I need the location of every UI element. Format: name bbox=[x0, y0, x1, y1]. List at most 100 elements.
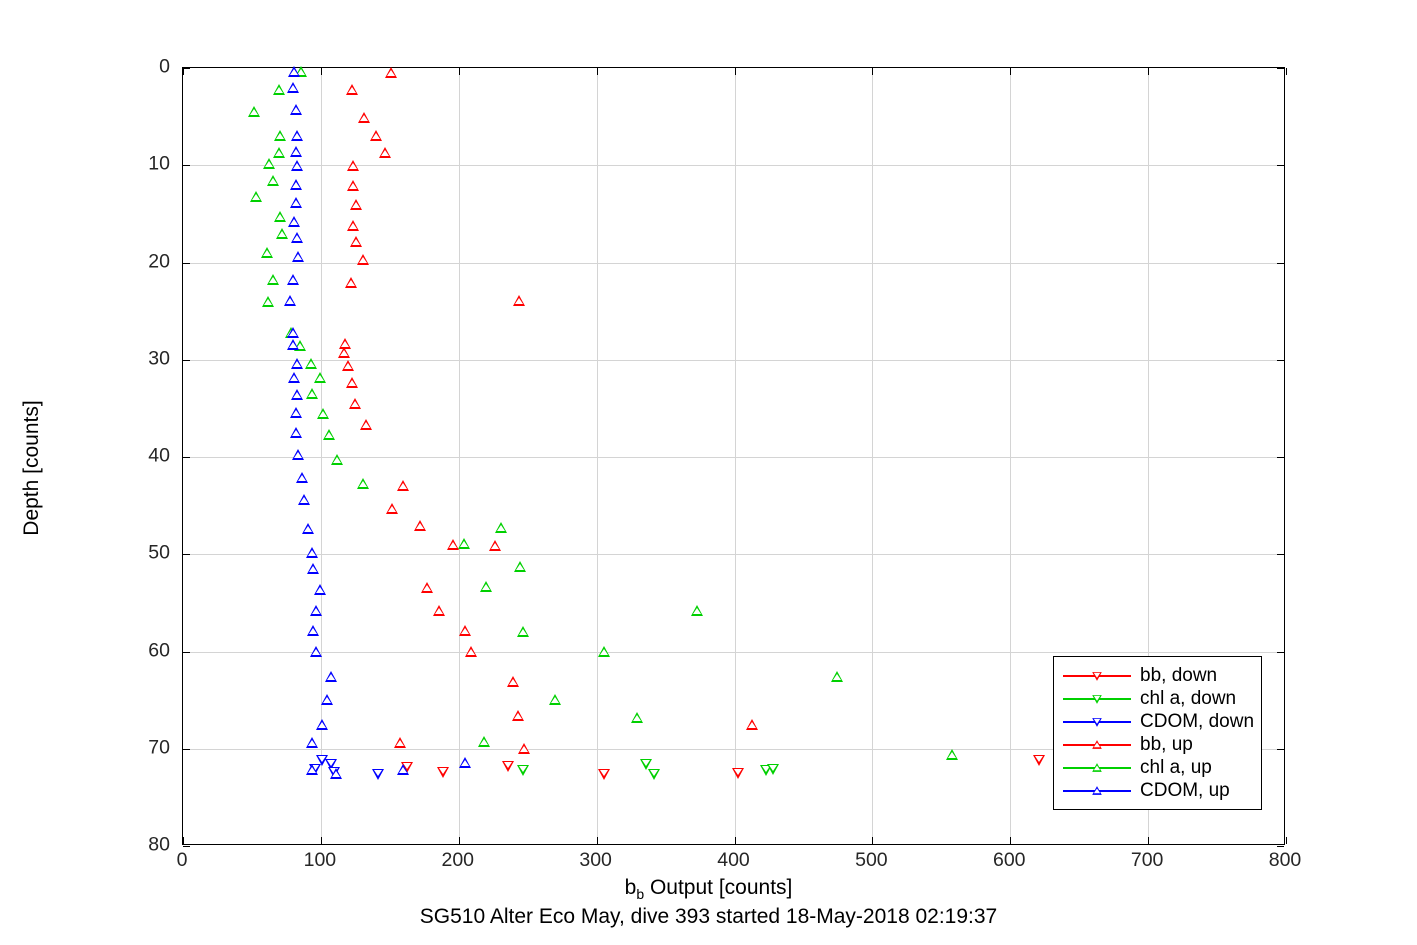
data-point-marker bbox=[512, 295, 525, 307]
data-point-marker bbox=[310, 604, 323, 616]
data-point-marker bbox=[357, 478, 370, 490]
gridline-horizontal bbox=[183, 554, 1284, 556]
data-point-marker bbox=[347, 160, 360, 172]
data-point-marker bbox=[648, 769, 661, 781]
tick-mark-y bbox=[1277, 68, 1284, 69]
data-point-marker bbox=[290, 357, 303, 369]
data-point-marker bbox=[286, 274, 299, 285]
legend-symbol bbox=[1061, 758, 1133, 778]
data-point-marker bbox=[267, 274, 280, 285]
x-axis-title-subscript: b bbox=[636, 886, 645, 903]
data-point-marker bbox=[494, 521, 507, 533]
data-point-marker bbox=[420, 582, 433, 594]
data-point-marker bbox=[317, 408, 330, 420]
gridline-vertical bbox=[320, 68, 322, 844]
gridline-horizontal bbox=[183, 165, 1284, 167]
tick-mark-x bbox=[320, 837, 322, 844]
legend-label: bb, up bbox=[1140, 733, 1193, 755]
data-point-marker bbox=[306, 764, 319, 776]
tick-mark-y bbox=[183, 748, 190, 750]
data-point-marker bbox=[275, 228, 288, 240]
data-point-marker bbox=[459, 757, 472, 769]
tick-mark-x bbox=[872, 837, 874, 844]
data-point-marker bbox=[261, 296, 274, 308]
gridline-horizontal bbox=[183, 457, 1284, 458]
legend-item-1[interactable]: chl a, down bbox=[1054, 687, 1261, 710]
data-point-marker bbox=[273, 146, 285, 158]
data-point-marker bbox=[346, 377, 359, 389]
data-point-marker bbox=[631, 711, 644, 723]
data-point-marker bbox=[639, 759, 652, 771]
y-axis-title: Depth [counts] bbox=[20, 400, 43, 536]
x-axis-title-rest: Output [counts] bbox=[644, 876, 793, 899]
x-axis-title: bb Output [counts] bbox=[0, 876, 1417, 902]
data-point-marker bbox=[321, 694, 334, 706]
tick-mark-y bbox=[1277, 359, 1284, 361]
data-point-marker bbox=[248, 105, 261, 117]
data-point-marker bbox=[292, 449, 305, 461]
data-point-marker bbox=[304, 357, 317, 369]
gridline-vertical bbox=[872, 68, 874, 844]
data-point-marker bbox=[339, 338, 352, 350]
data-point-marker bbox=[745, 719, 758, 731]
data-point-marker bbox=[346, 84, 359, 96]
tick-mark-y bbox=[1277, 457, 1284, 458]
data-point-marker bbox=[260, 246, 273, 258]
data-point-marker bbox=[350, 199, 363, 211]
tick-mark-x bbox=[872, 68, 874, 75]
legend-item-2[interactable]: CDOM, down bbox=[1054, 710, 1261, 733]
data-point-marker bbox=[464, 645, 477, 657]
data-point-marker bbox=[273, 84, 285, 96]
tick-mark-y bbox=[183, 262, 190, 264]
data-point-marker bbox=[286, 339, 299, 351]
data-point-marker bbox=[413, 520, 426, 532]
tick-mark-y bbox=[183, 359, 190, 361]
tick-mark-x bbox=[458, 68, 460, 75]
data-point-marker bbox=[518, 742, 531, 754]
gridline-horizontal bbox=[183, 651, 1284, 653]
tick-mark-y bbox=[1277, 748, 1284, 750]
legend-marker-triangle-down bbox=[1091, 694, 1102, 704]
tick-mark-x bbox=[183, 837, 184, 844]
data-point-marker bbox=[397, 764, 410, 776]
data-point-marker bbox=[286, 82, 299, 94]
gridline-vertical bbox=[1010, 68, 1012, 844]
data-point-marker bbox=[690, 604, 703, 616]
data-point-marker bbox=[293, 340, 306, 352]
data-point-marker bbox=[306, 387, 319, 399]
tick-mark-x bbox=[183, 68, 184, 75]
tick-mark-y bbox=[1277, 846, 1284, 847]
data-point-marker bbox=[517, 765, 530, 777]
data-point-marker bbox=[732, 768, 745, 780]
data-point-marker bbox=[437, 767, 450, 779]
legend-box[interactable]: bb, down chl a, down CDOM, down bb, up chl a… bbox=[1053, 656, 1262, 810]
legend-item-5[interactable]: CDOM, up bbox=[1054, 779, 1261, 802]
data-point-marker bbox=[350, 236, 363, 248]
figure-caption: SG510 Alter Eco May, dive 393 started 18… bbox=[419, 905, 998, 928]
data-point-marker bbox=[288, 372, 301, 384]
data-point-marker bbox=[325, 759, 338, 771]
data-point-marker bbox=[274, 130, 287, 142]
gridline-vertical bbox=[1148, 68, 1150, 844]
data-point-marker bbox=[459, 625, 472, 637]
plot-area bbox=[182, 65, 1287, 847]
legend-symbol bbox=[1061, 689, 1133, 709]
legend-item-4[interactable]: chl a, up bbox=[1054, 756, 1261, 779]
legend-symbol bbox=[1061, 666, 1133, 686]
legend-marker-triangle-up bbox=[1091, 762, 1102, 772]
data-point-marker bbox=[514, 560, 527, 572]
data-point-marker bbox=[358, 111, 371, 123]
legend-item-3[interactable]: bb, up bbox=[1054, 733, 1261, 756]
data-point-marker bbox=[286, 326, 299, 338]
legend-symbol bbox=[1061, 735, 1133, 755]
data-point-marker bbox=[945, 748, 958, 760]
legend-marker-triangle-down bbox=[1091, 671, 1102, 681]
data-point-marker bbox=[289, 103, 302, 115]
data-point-marker bbox=[289, 145, 302, 157]
tick-mark-x bbox=[1010, 68, 1012, 75]
data-point-marker bbox=[307, 625, 320, 637]
data-point-marker bbox=[329, 768, 342, 780]
tick-mark-y bbox=[183, 651, 190, 653]
legend-item-0[interactable]: bb, down bbox=[1054, 664, 1261, 687]
